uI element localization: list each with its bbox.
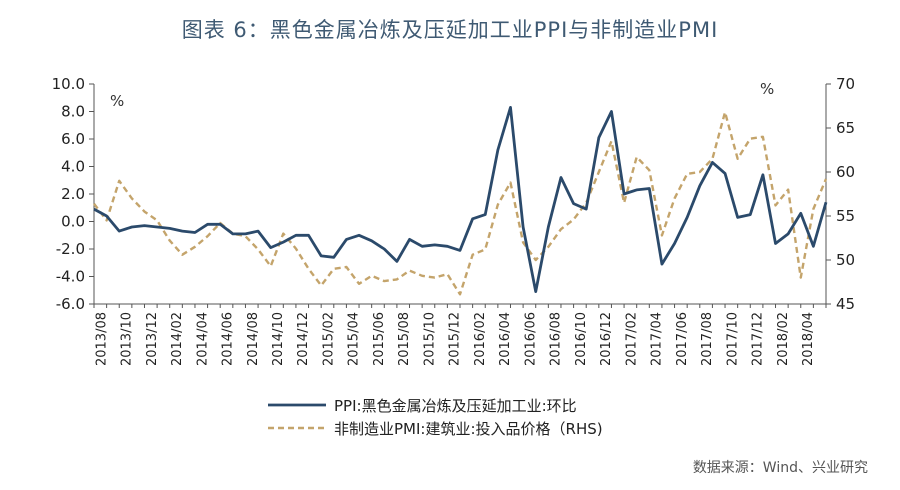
right-axis-tick-label: 50 (836, 251, 855, 269)
x-axis-tick-label: 2015/06 (372, 312, 387, 366)
ppi-series-line (93, 106, 828, 294)
right-axis-tick-label: 65 (836, 119, 855, 137)
x-axis-tick-label: 2017/02 (624, 312, 639, 366)
left-axis-tick-label: 8.0 (61, 103, 85, 121)
legend-ppi-label: PPI:黑色金属冶炼及压延加工业:环比 (334, 397, 577, 415)
left-axis-tick-label: -2.0 (56, 240, 85, 258)
left-axis-tick-label: -6.0 (56, 295, 85, 313)
right-axis-unit: % (760, 80, 774, 98)
left-axis-tick-label: 4.0 (61, 158, 85, 176)
left-axis-tick-label: 2.0 (61, 185, 85, 203)
x-axis-tick-label: 2016/04 (498, 312, 513, 366)
x-axis-tick-label: 2014/04 (195, 312, 210, 366)
x-axis-tick-label: 2017/06 (675, 312, 690, 366)
x-axis-tick-label: 2017/10 (725, 312, 740, 366)
left-axis-tick-label: 10.0 (52, 75, 85, 93)
x-axis-tick-label: 2016/12 (599, 312, 614, 366)
x-axis-tick-label: 2015/04 (347, 312, 362, 366)
right-axis-tick-label: 45 (836, 295, 855, 313)
pmi-series-line (93, 110, 828, 296)
x-axis-tick-label: 2014/06 (221, 312, 236, 366)
x-axis-tick-label: 2017/12 (751, 312, 766, 366)
left-axis-tick-label: 6.0 (61, 130, 85, 148)
right-axis-tick-label: 70 (836, 75, 855, 93)
left-axis-unit: % (110, 92, 124, 110)
x-axis-tick-label: 2016/02 (473, 312, 488, 366)
x-axis-tick-label: 2018/02 (776, 312, 791, 366)
x-axis-tick-label: 2016/06 (523, 312, 538, 366)
left-axis-tick-label: -4.0 (56, 268, 85, 286)
x-axis-tick-label: 2014/10 (271, 312, 286, 366)
x-axis-tick-label: 2017/08 (700, 312, 715, 366)
x-axis-tick-label: 2015/12 (448, 312, 463, 366)
x-axis-tick-label: 2018/04 (801, 312, 816, 366)
x-axis-tick-label: 2014/12 (296, 312, 311, 366)
x-axis-tick-label: 2016/08 (549, 312, 564, 366)
right-axis-tick-label: 55 (836, 207, 855, 225)
x-axis-tick-label: 2014/02 (170, 312, 185, 366)
x-axis-tick-label: 2016/10 (574, 312, 589, 366)
chart-title: 图表 6：黑色金属冶炼及压延加工业PPI与非制造业PMI (181, 18, 719, 42)
x-axis-tick-label: 2013/10 (120, 312, 135, 366)
x-axis-tick-label: 2017/04 (650, 312, 665, 366)
source-note: 数据来源：Wind、兴业研究 (692, 460, 868, 476)
x-axis-tick-label: 2015/10 (422, 312, 437, 366)
x-axis-tick-label: 2015/08 (397, 312, 412, 366)
right-axis-tick-label: 60 (836, 163, 855, 181)
x-axis-tick-label: 2015/02 (321, 312, 336, 366)
left-axis-tick-label: 0.0 (61, 213, 85, 231)
x-axis-tick-label: 2014/08 (246, 312, 261, 366)
legend-pmi-label: 非制造业PMI:建筑业:投入品价格（RHS) (334, 420, 603, 438)
x-axis-tick-label: 2013/12 (145, 312, 160, 366)
x-axis-tick-label: 2013/08 (94, 312, 109, 366)
